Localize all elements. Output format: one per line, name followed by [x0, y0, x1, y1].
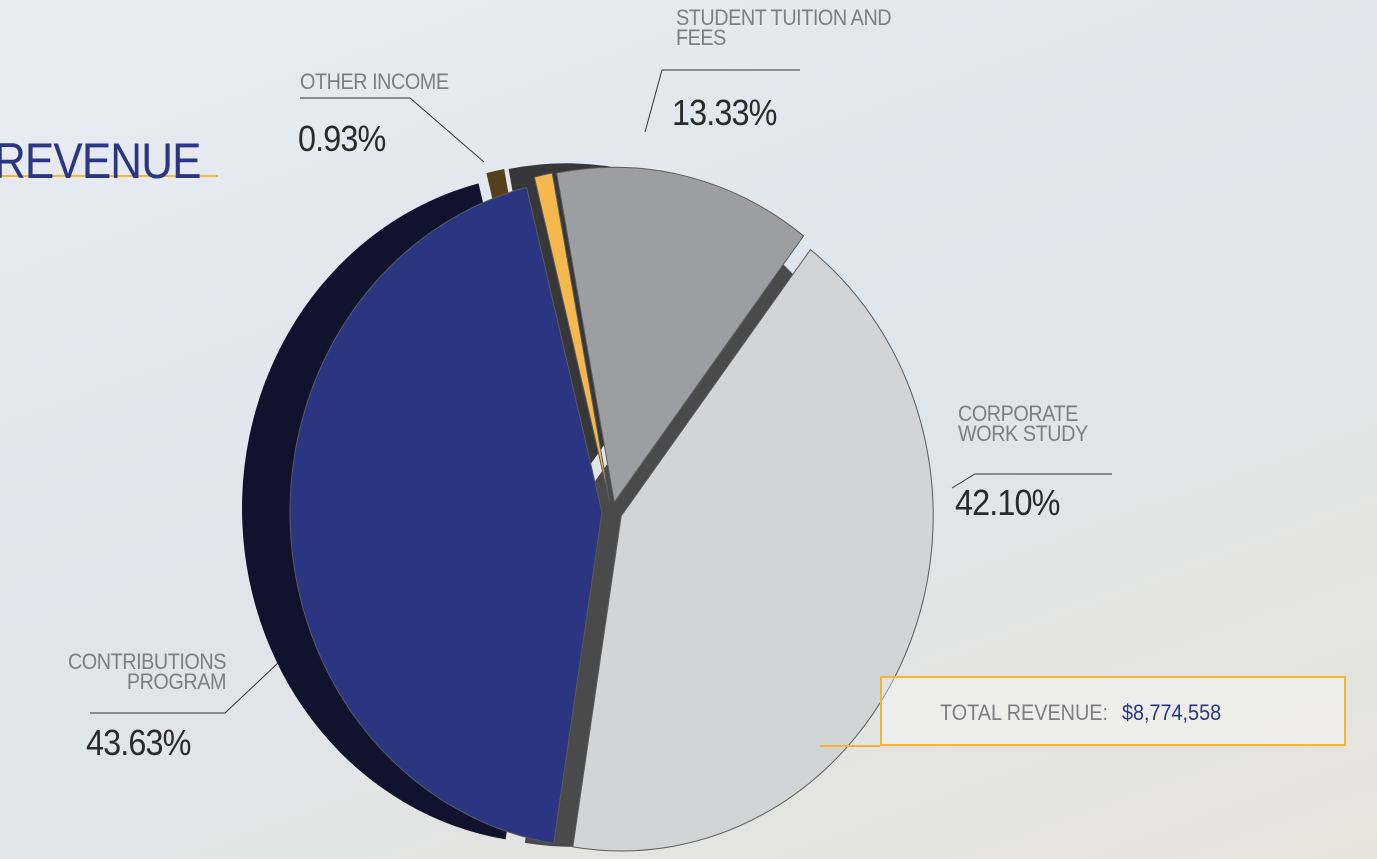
slice-label: CORPORATE WORK STUDY	[958, 401, 1088, 446]
total-label: TOTAL REVENUE:	[940, 700, 1108, 725]
slice	[572, 248, 934, 852]
slice-label: OTHER INCOME	[300, 69, 449, 94]
leader-line	[90, 662, 279, 714]
value-label: 13.33%	[672, 92, 777, 133]
leaders	[90, 69, 1112, 714]
pie	[242, 163, 934, 852]
slice-label: STUDENT TUITION AND FEES	[676, 5, 892, 50]
value-label: 0.93%	[298, 118, 386, 159]
slice	[289, 186, 603, 844]
slice-label: CONTRIBUTIONS PROGRAM	[67, 649, 227, 694]
total-box: TOTAL REVENUE: $8,774,558	[880, 676, 1346, 746]
value-label: 43.63%	[86, 722, 191, 763]
leader-line	[300, 97, 485, 163]
slice	[533, 172, 611, 503]
chart-title: REVENUE	[0, 133, 201, 189]
value-label: 42.10%	[955, 482, 1060, 523]
leader-line	[644, 69, 800, 133]
slice	[556, 166, 805, 504]
leader-line	[951, 473, 1112, 489]
total-value: $8,774,558	[1122, 700, 1222, 725]
